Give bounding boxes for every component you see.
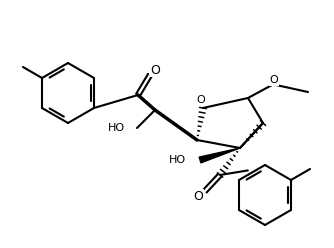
Text: HO: HO — [108, 123, 125, 133]
Polygon shape — [199, 148, 240, 163]
Text: HO: HO — [169, 155, 186, 165]
Text: O: O — [150, 63, 160, 76]
Text: O: O — [270, 75, 278, 85]
Text: O: O — [193, 189, 203, 203]
Text: O: O — [197, 95, 205, 105]
